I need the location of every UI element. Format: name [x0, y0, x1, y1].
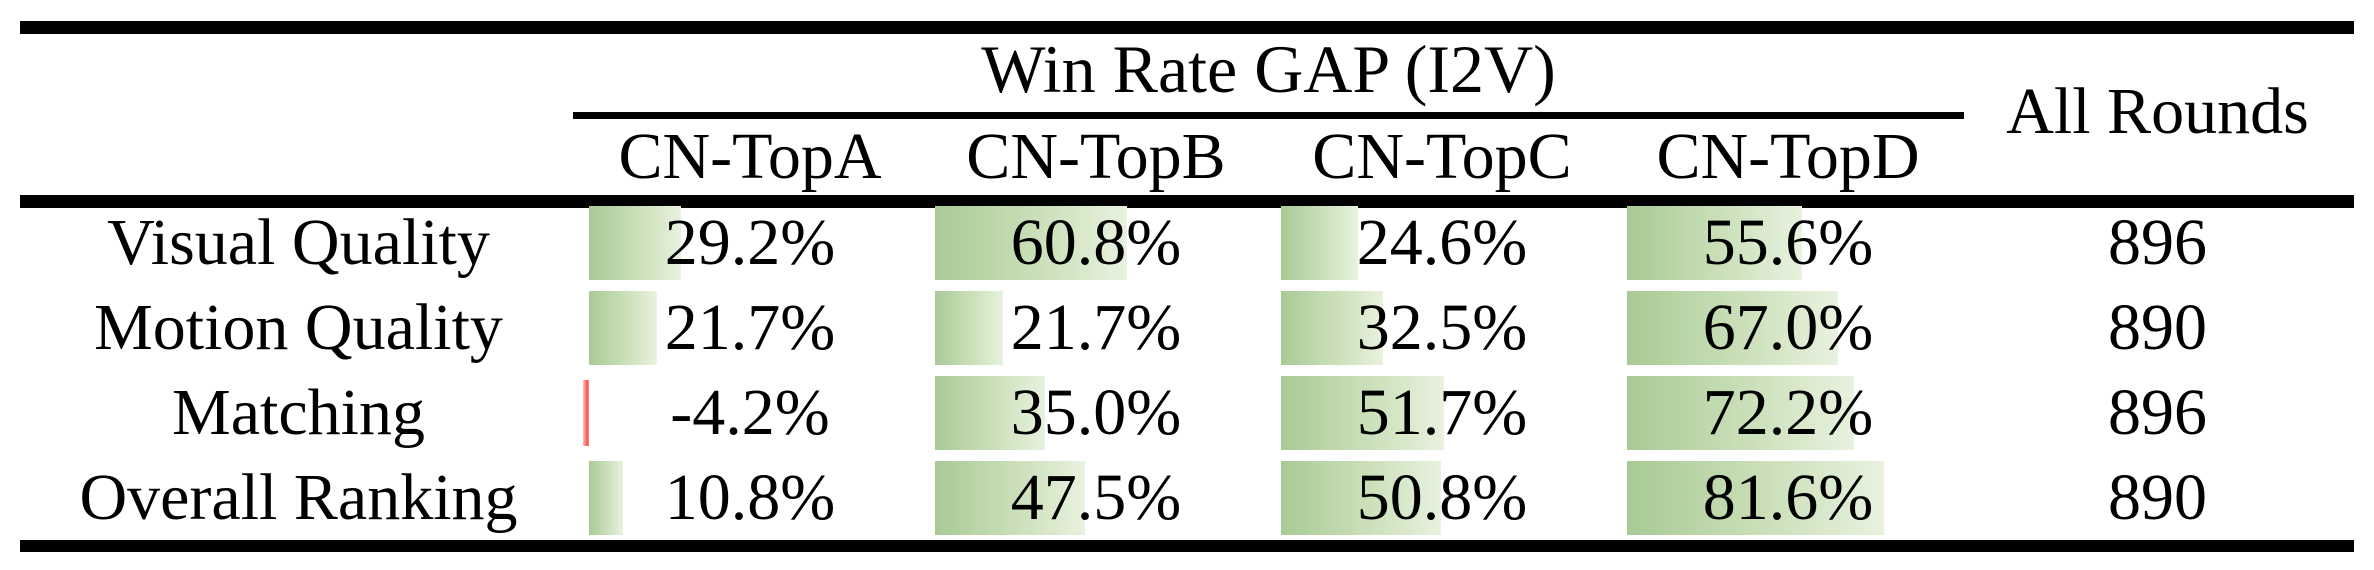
win-rate-value: 81.6%	[1702, 460, 1874, 534]
negative-data-bar	[583, 379, 589, 446]
data-bar	[935, 290, 1003, 365]
win-rate-cell: 35.0%	[923, 370, 1269, 455]
data-bar	[589, 205, 681, 280]
top-rule	[20, 21, 2354, 34]
all-rounds-header: All Rounds	[2006, 75, 2309, 148]
data-bar	[589, 460, 623, 535]
win-rate-cell: 21.7%	[923, 285, 1269, 370]
data-bar	[935, 205, 1127, 280]
win-rate-value: 21.7%	[664, 290, 836, 364]
win-rate-value: 10.8%	[664, 460, 836, 534]
data-bar	[1281, 460, 1441, 535]
data-bar	[589, 290, 657, 365]
win-rate-value: 51.7%	[1356, 375, 1528, 449]
bottom-rule	[20, 540, 2354, 552]
win-rate-cell: 24.6%	[1269, 200, 1615, 285]
row-label: Matching	[172, 375, 425, 449]
win-rate-cell: 32.5%	[1269, 285, 1615, 370]
win-rate-value: -4.2%	[670, 375, 830, 449]
group-header-title: Win Rate GAP (I2V)	[981, 31, 1556, 107]
win-rate-cell: 47.5%	[923, 455, 1269, 540]
win-rate-cell: 21.7%	[577, 285, 923, 370]
win-rate-value: 47.5%	[1010, 460, 1182, 534]
win-rate-value: 29.2%	[664, 205, 836, 279]
win-rate-cell: 60.8%	[923, 200, 1269, 285]
win-rate-cell: 81.6%	[1615, 455, 1961, 540]
win-rate-value: 55.6%	[1702, 205, 1874, 279]
win-rate-cell: 10.8%	[577, 455, 923, 540]
win-rate-value: 60.8%	[1010, 205, 1182, 279]
column-header-cn-topb: CN-TopB	[966, 120, 1226, 193]
all-rounds-value: 896	[2108, 205, 2207, 279]
data-bar	[1627, 460, 1884, 535]
win-rate-value: 67.0%	[1702, 290, 1874, 364]
column-header-cn-topa: CN-TopA	[618, 120, 882, 193]
win-rate-cell: 51.7%	[1269, 370, 1615, 455]
win-rate-cell: 67.0%	[1615, 285, 1961, 370]
row-label: Visual Quality	[107, 205, 490, 279]
data-bar	[1627, 290, 1838, 365]
win-rate-cell: 29.2%	[577, 200, 923, 285]
header-body-divider-rule	[20, 195, 2354, 208]
win-rate-value: 24.6%	[1356, 205, 1528, 279]
win-rate-cell: 50.8%	[1269, 455, 1615, 540]
win-rate-value: 21.7%	[1010, 290, 1182, 364]
data-bar	[935, 460, 1085, 535]
all-rounds-value: 896	[2108, 375, 2207, 449]
win-rate-value: 72.2%	[1702, 375, 1874, 449]
data-bar	[1281, 375, 1444, 450]
all-rounds-value: 890	[2108, 290, 2207, 364]
win-rate-value: 35.0%	[1010, 375, 1182, 449]
column-header-cn-topd: CN-TopD	[1656, 120, 1920, 193]
win-rate-value: 32.5%	[1356, 290, 1528, 364]
win-rate-value: 50.8%	[1356, 460, 1528, 534]
group-header-underline	[573, 112, 1964, 119]
row-label: Motion Quality	[94, 290, 503, 364]
all-rounds-value: 890	[2108, 460, 2207, 534]
win-rate-cell: 72.2%	[1615, 370, 1961, 455]
data-bar	[1281, 205, 1358, 280]
data-bar	[1281, 290, 1383, 365]
win-rate-cell: -4.2%	[577, 370, 923, 455]
win-rate-cell: 55.6%	[1615, 200, 1961, 285]
data-bar	[935, 375, 1045, 450]
column-header-cn-topc: CN-TopC	[1312, 120, 1572, 193]
row-label: Overall Ranking	[79, 460, 518, 534]
data-bar	[1627, 205, 1802, 280]
data-bar	[1627, 375, 1854, 450]
